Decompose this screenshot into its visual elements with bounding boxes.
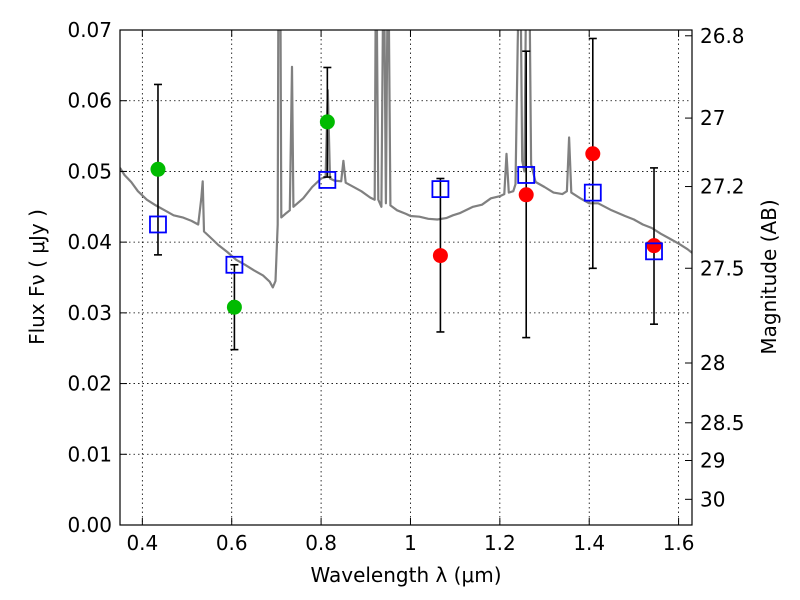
right-tick-label: 27.5 [700,256,745,280]
spectrum-line [120,30,692,289]
model-photometry-square [645,242,663,261]
x-tick-label: 0.6 [216,531,248,555]
model-photometry-square [149,215,167,234]
data-point [646,238,662,254]
y-axis-title-right: Magnitude (AB) [757,199,781,354]
data-point [518,187,534,203]
y-tick-label: 0.02 [67,372,112,396]
y-axis-title: Flux Fν ( μJy ) [25,209,49,345]
right-tick-label: 27 [700,106,725,130]
x-axis-title: Wavelength λ (μm) [310,563,501,587]
data-point [150,161,166,177]
model-photometry-square [318,171,337,189]
data-point [585,146,601,162]
y-tick-label: 0.04 [67,230,112,254]
y-tick-label: 0.05 [67,159,112,183]
right-tick-label: 28.5 [700,411,745,435]
y-tick-label: 0.03 [67,301,112,325]
model-spectrum [120,30,692,289]
y-tick-label: 0.00 [67,513,112,537]
data-point [432,248,448,264]
y-tick-label: 0.01 [67,442,112,466]
y-tick-label: 0.07 [67,18,112,42]
model-photometry-square [517,166,536,184]
data-point [319,114,335,130]
data-markers [149,114,663,315]
axis-ticks: 0.4 0.6 0.8 1 1.2 1.4 1.6 0.00 0.01 0.02 0.03 0.04 0… [67,18,744,555]
x-tick-label: 1 [404,531,417,555]
plot-frame [119,29,693,526]
plot-background [120,30,692,525]
right-tick-label: 28 [700,351,725,375]
model-photometry-square [225,255,244,274]
y-tick-label: 0.06 [67,89,112,113]
right-tick-label: 26.8 [700,24,745,48]
x-tick-label: 1.6 [663,531,695,555]
right-tick-label: 29 [700,449,725,473]
right-tick-label: 30 [700,487,725,511]
right-tick-label: 27.2 [700,175,745,199]
x-tick-label: 1.4 [573,531,605,555]
data-point [226,299,242,315]
model-photometry-square [583,183,602,202]
model-photometry-square [431,180,450,199]
x-tick-label: 0.4 [126,531,158,555]
x-tick-label: 1.2 [484,531,516,555]
x-tick-label: 0.8 [305,531,337,555]
